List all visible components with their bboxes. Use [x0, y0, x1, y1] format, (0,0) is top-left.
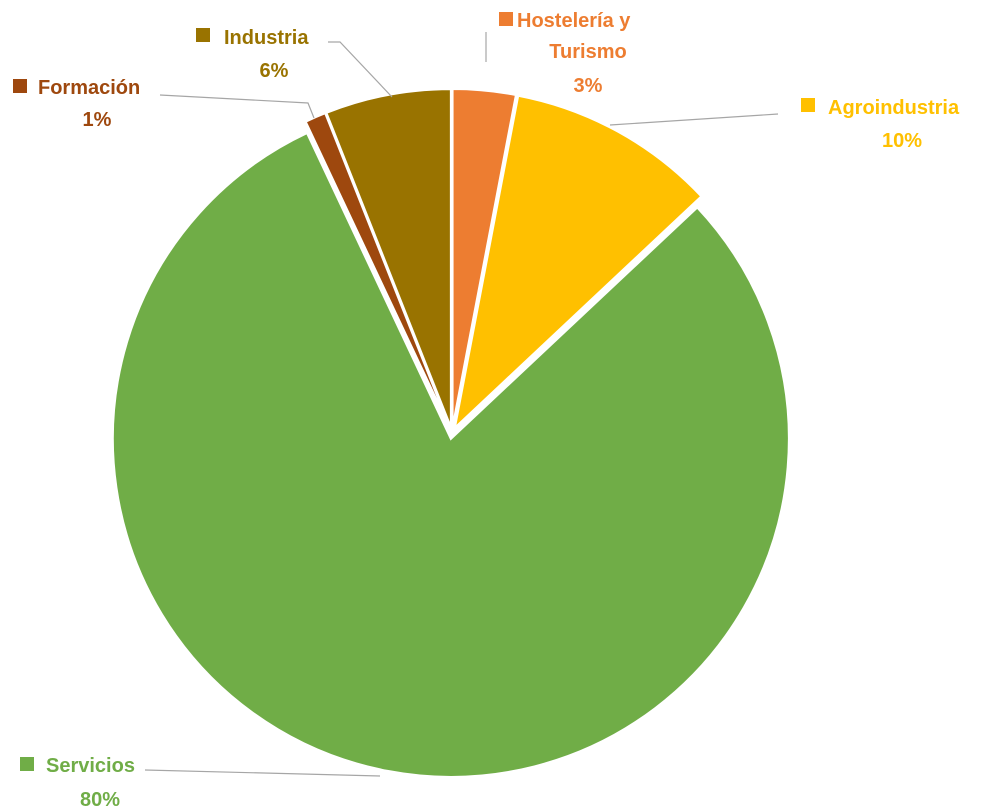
slice-hosteleria-y-turismo — [451, 88, 518, 428]
leader-lines — [144, 32, 779, 777]
legend-swatch-hosteleria-y-turismo — [499, 12, 513, 26]
legend-swatch-agroindustria — [801, 98, 815, 112]
percent-label-servicios: 80% — [80, 789, 120, 810]
legend-swatch-servicios — [20, 757, 34, 771]
category-label-hosteleria-y-turismo-line-2: Turismo — [549, 41, 626, 63]
slice-servicios — [111, 131, 790, 778]
pie-slices — [111, 88, 790, 778]
leader-line-agroindustria — [609, 113, 779, 126]
category-label-hosteleria-y-turismo-line-1: Hostelería y — [517, 10, 631, 32]
leader-line-industria — [328, 41, 393, 98]
data-labels: Hostelería y Turismo 3% Agroindustria 10% Ser… — [13, 10, 960, 810]
legend-swatch-formacion — [13, 79, 27, 93]
leader-line-servicios — [144, 769, 381, 777]
percent-label-agroindustria: 10% — [882, 130, 922, 152]
category-label-servicios: Servicios — [46, 755, 135, 777]
category-label-formacion: Formación — [38, 77, 140, 99]
percent-label-formacion: 1% — [83, 109, 112, 131]
slice-formacion — [304, 111, 451, 428]
percent-label-hosteleria-y-turismo: 3% — [574, 75, 603, 97]
leader-line-formacion — [159, 94, 315, 119]
category-label-agroindustria: Agroindustria — [828, 97, 960, 119]
percent-label-industria: 6% — [260, 60, 289, 82]
category-label-industria: Industria — [224, 27, 309, 49]
slice-agroindustria — [453, 94, 703, 431]
slice-industria — [325, 88, 452, 428]
legend-swatch-industria — [196, 28, 210, 42]
